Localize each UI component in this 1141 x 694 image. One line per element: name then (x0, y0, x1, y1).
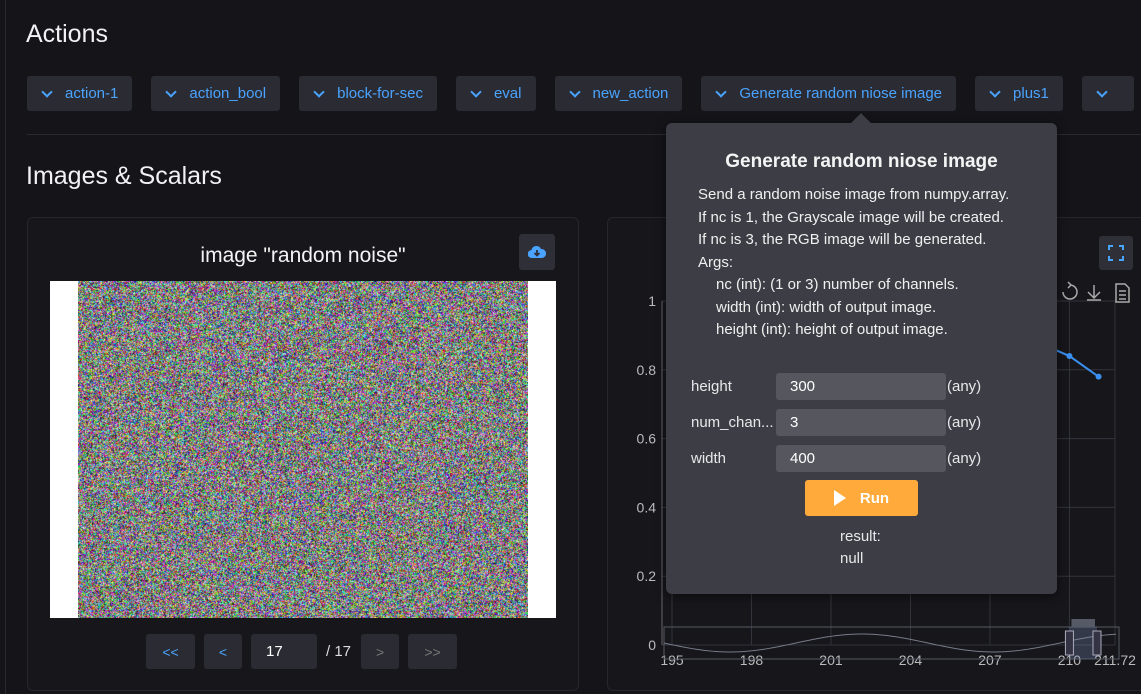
page-input[interactable]: 17 (251, 634, 317, 669)
chevron-down-icon (166, 86, 177, 97)
action-button[interactable]: Generate random niose image (701, 76, 956, 111)
download-button[interactable] (519, 234, 555, 270)
fullscreen-icon (1108, 245, 1124, 261)
action-button[interactable]: block-for-sec (299, 76, 437, 111)
action-button[interactable]: action-1 (27, 76, 132, 111)
width-input[interactable]: 400 (776, 445, 946, 472)
desc-line: If nc is 3, the RGB image will be genera… (698, 229, 1009, 252)
fullscreen-button[interactable] (1099, 236, 1133, 270)
actions-bar: action-1 action_bool block-for-sec eval new_… (27, 76, 1141, 111)
chevron-down-icon (470, 86, 481, 97)
random-noise-image (78, 281, 528, 618)
actions-heading: Actions (26, 20, 108, 49)
next-page-button[interactable]: > (361, 634, 399, 669)
page-total: / 17 (326, 643, 351, 660)
first-page-button[interactable]: << (146, 634, 195, 669)
popover-description: Send a random noise image from numpy.arr… (698, 184, 1009, 342)
images-scalars-heading: Images & Scalars (26, 162, 222, 191)
left-border (0, 0, 6, 694)
x-tick-label: 204 (899, 652, 923, 668)
action-popover: Generate random niose image Send a rando… (666, 123, 1057, 594)
num-channels-input[interactable]: 3 (776, 409, 946, 436)
field-label: width (691, 450, 776, 467)
image-card: image "random noise" << < 17 / 17 > >> (27, 217, 579, 691)
play-icon (834, 490, 846, 506)
y-tick-label: 0.4 (637, 499, 657, 515)
field-height: height 300 (any) (691, 373, 981, 400)
action-label: action_bool (189, 85, 266, 102)
datazoom-track (664, 627, 1119, 659)
chevron-down-icon (989, 86, 1000, 97)
datazoom-move-handle (1071, 619, 1095, 627)
field-label: num_chan... (691, 414, 776, 431)
chevron-down-icon (313, 86, 324, 97)
y-tick-label: 0.2 (637, 568, 657, 584)
last-page-button[interactable]: >> (408, 634, 457, 669)
x-tick-label: 207 (978, 652, 1002, 668)
y-tick-label: 0 (648, 637, 656, 653)
field-width: width 400 (any) (691, 445, 981, 472)
desc-line: Send a random noise image from numpy.arr… (698, 184, 1009, 207)
height-input[interactable]: 300 (776, 373, 946, 400)
desc-line: If nc is 1, the Grayscale image will be … (698, 207, 1009, 230)
result-label: result: (840, 528, 881, 545)
pager: << < 17 / 17 > >> (146, 634, 466, 669)
action-label: new_action (593, 85, 669, 102)
arg-line: width (int): width of output image. (698, 297, 1009, 320)
run-label: Run (860, 490, 889, 507)
datazoom-handle (1093, 631, 1101, 655)
data-point (1096, 374, 1102, 380)
data-view-icon (1116, 284, 1129, 302)
action-button[interactable]: plus1 (975, 76, 1063, 111)
cloud-download-icon (528, 245, 546, 259)
action-label: Generate random niose image (739, 85, 942, 102)
action-button[interactable] (1082, 76, 1134, 111)
arg-line: height (int): height of output image. (698, 319, 1009, 342)
chevron-down-icon (716, 86, 727, 97)
chevron-down-icon (41, 86, 52, 97)
action-button[interactable]: eval (456, 76, 536, 111)
result-value: null (840, 550, 863, 567)
action-button[interactable]: new_action (555, 76, 683, 111)
image-title: image "random noise" (28, 244, 578, 268)
run-button[interactable]: Run (805, 480, 918, 516)
action-label: block-for-sec (337, 85, 423, 102)
restore-icon (1063, 282, 1077, 299)
chevron-down-icon (1096, 86, 1107, 97)
action-label: eval (494, 85, 522, 102)
y-tick-label: 0.8 (637, 362, 657, 378)
datazoom-handle (1065, 631, 1073, 655)
action-label: action-1 (65, 85, 118, 102)
action-label: plus1 (1013, 85, 1049, 102)
popover-title: Generate random niose image (666, 151, 1057, 173)
action-button[interactable]: action_bool (151, 76, 280, 111)
save-image-icon (1087, 285, 1101, 300)
image-frame (50, 281, 556, 618)
arg-line: nc (int): (1 or 3) number of channels. (698, 274, 1009, 297)
y-tick-label: 0.6 (637, 431, 657, 447)
x-tick-label: 198 (740, 652, 764, 668)
datazoom-preview (664, 634, 1116, 652)
y-tick-label: 1 (648, 293, 656, 309)
popover-arrow (851, 113, 871, 133)
prev-page-button[interactable]: < (204, 634, 242, 669)
desc-line: Args: (698, 252, 1009, 275)
field-type: (any) (947, 378, 981, 395)
x-tick-label: 201 (819, 652, 843, 668)
field-num-channels: num_chan... 3 (any) (691, 409, 981, 436)
field-type: (any) (947, 414, 981, 431)
data-point (1066, 353, 1072, 359)
field-label: height (691, 378, 776, 395)
chevron-down-icon (569, 86, 580, 97)
field-type: (any) (947, 450, 981, 467)
